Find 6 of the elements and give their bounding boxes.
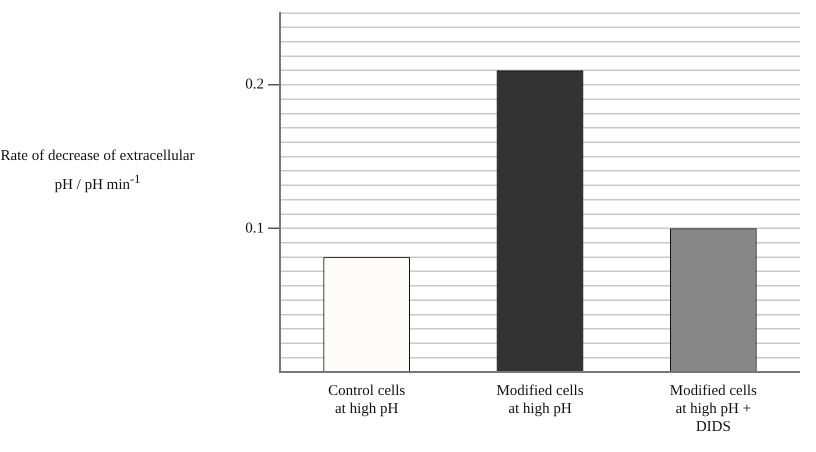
x-tick-label: Modified cells at high pH + DIDS bbox=[670, 382, 758, 435]
x-tick-label: Modified cells at high pH bbox=[496, 382, 584, 417]
y-axis-title: Rate of decrease of extracellular pH / pH min$^{-1}$ bbox=[0, 147, 195, 195]
x-tick-label: Control cells at high pH bbox=[328, 382, 406, 417]
y-tick-label: 0.2 bbox=[245, 76, 264, 93]
y-tick-label: 0.1 bbox=[245, 220, 264, 236]
